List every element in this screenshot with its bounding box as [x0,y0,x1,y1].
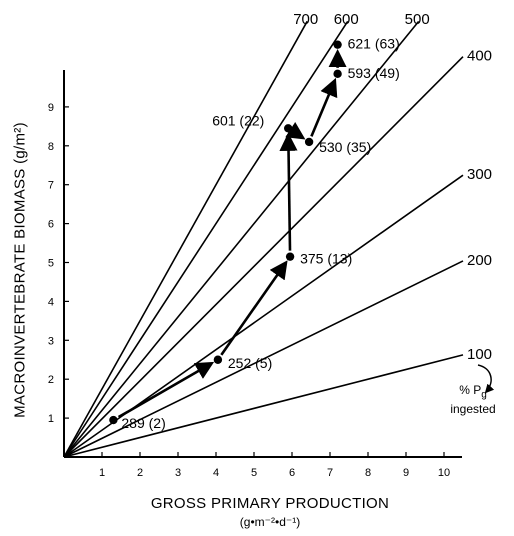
isoline-500 [63,20,420,458]
succession-arrow-4 [285,121,306,140]
isoline-label-700: 700 [293,11,318,28]
isoline-100 [63,354,464,458]
isoline-600 [63,20,349,458]
x-tick-label-8: 8 [365,467,371,479]
x-tick-label-3: 3 [175,467,181,479]
succession-arrow-2 [220,260,288,356]
y-tick-label-4: 4 [48,296,54,308]
ticks-group: 1 2 3 4 5 6 7 8 9 10 1 2 3 4 5 6 7 8 9 [48,102,450,479]
data-point-3 [285,252,295,261]
x-tick-label-4: 4 [213,467,219,479]
data-point-label-6: 593 (49) [348,65,400,81]
x-tick-label-1: 1 [99,467,105,479]
axes-group [63,70,462,458]
x-axis-units: (g•m⁻²•d⁻¹) [239,515,301,529]
x-tick-label-9: 9 [403,467,409,479]
isoline-200 [63,260,464,458]
curl-arrow [477,364,495,394]
isoline-label-500: 500 [405,11,430,28]
isoline-label-300: 300 [467,166,492,183]
isoline-400 [63,56,464,458]
data-point-label-1: 289 (2) [121,415,165,431]
succession-arrow-1 [117,361,215,419]
succession-arrow-3 [279,132,298,251]
data-point-2 [213,355,223,364]
data-point-1 [109,415,118,425]
points-group: 289 (2) 252 (5) 375 (13) 601 (22) 530 (35) 59… [109,36,400,431]
data-point-5 [304,137,314,147]
isolines-group: 100 200 300 400 500 600 700 [63,11,492,458]
pg-note-line2: ingested [450,402,496,417]
y-tick-label-8: 8 [48,141,54,153]
data-point-4 [284,124,293,133]
isoline-700 [63,20,308,458]
data-point-6 [333,69,342,79]
succession-arrow-5 [310,77,338,137]
isoline-label-600: 600 [334,11,359,28]
isoline-label-100: 100 [467,346,492,363]
x-tick-label-7: 7 [327,467,333,479]
data-point-label-4: 601 (22) [212,112,264,128]
y-tick-label-9: 9 [48,102,54,114]
isoline-label-400: 400 [467,48,492,65]
data-point-label-2: 252 (5) [228,355,272,371]
data-point-label-3: 375 (13) [300,251,352,267]
y-tick-label-7: 7 [48,180,54,192]
pg-note-subscript: g [481,389,487,401]
data-point-7 [333,40,342,49]
x-axis-label: GROSS PRIMARY PRODUCTION [150,495,390,512]
x-tick-label-5: 5 [251,467,257,479]
arrows-group [117,49,347,419]
pg-note-line1: % P [459,383,482,397]
data-point-label-5: 530 (35) [319,139,371,155]
x-tick-label-6: 6 [289,467,295,479]
y-tick-label-6: 6 [48,219,54,231]
y-tick-label-3: 3 [48,335,54,347]
y-tick-label-1: 1 [48,413,54,425]
percent-pg-ingested-note: % Pg ingested [440,383,506,416]
isoline-label-200: 200 [467,252,492,269]
x-tick-label-10: 10 [438,467,450,479]
y-tick-label-5: 5 [48,258,54,270]
x-tick-label-2: 2 [137,467,143,479]
y-tick-label-2: 2 [48,374,54,386]
y-axis-label: MACROINVERTEBRATE BIOMASS (g/m²) [11,122,29,418]
data-point-label-7: 621 (63) [348,36,400,52]
